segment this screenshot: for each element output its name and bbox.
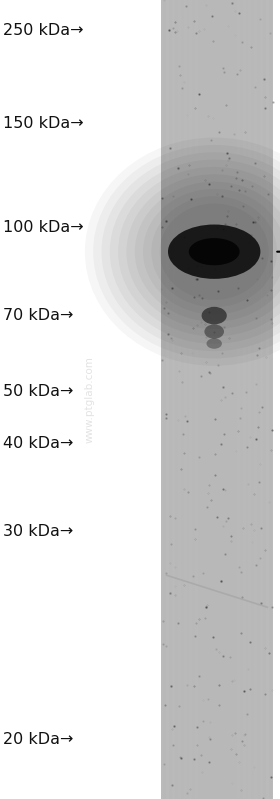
Text: 20 kDa→: 20 kDa→ [3,732,73,746]
Ellipse shape [189,238,240,265]
Ellipse shape [204,324,224,339]
Bar [161,0,273,799]
Text: 70 kDa→: 70 kDa→ [3,308,73,323]
Text: 50 kDa→: 50 kDa→ [3,384,73,399]
Text: 250 kDa→: 250 kDa→ [3,23,83,38]
Text: www.ptglab.com: www.ptglab.com [85,356,95,443]
Text: 150 kDa→: 150 kDa→ [3,117,83,131]
Text: 30 kDa→: 30 kDa→ [3,524,73,539]
Text: 40 kDa→: 40 kDa→ [3,436,73,451]
Ellipse shape [202,307,227,324]
Ellipse shape [206,339,222,348]
Ellipse shape [168,225,260,279]
Text: 100 kDa→: 100 kDa→ [3,221,83,235]
